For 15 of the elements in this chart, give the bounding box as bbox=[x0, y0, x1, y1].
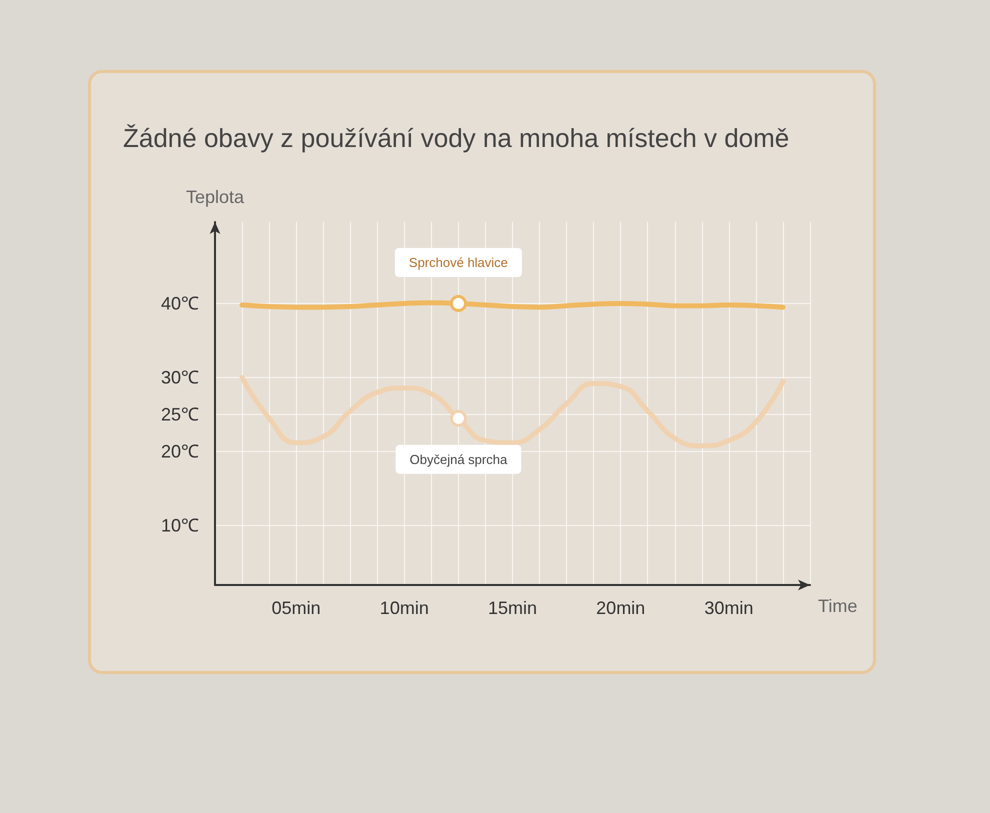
y-tick-label: 10℃ bbox=[160, 516, 199, 536]
x-axis-title: Time bbox=[818, 596, 858, 616]
y-tick-label: 20℃ bbox=[160, 442, 199, 462]
y-tick-label: 30℃ bbox=[160, 368, 199, 388]
x-tick-label: 20min bbox=[596, 598, 646, 618]
x-tick-label: 30min bbox=[704, 598, 754, 618]
x-tick-label: 05min bbox=[272, 598, 321, 618]
y-tick-label: 25℃ bbox=[160, 404, 199, 425]
y-axis-title: Teplota bbox=[186, 187, 246, 207]
y-tick-label: 40℃ bbox=[160, 293, 199, 314]
x-tick-label: 15min bbox=[488, 598, 538, 618]
series-label: Obyčejná sprcha bbox=[410, 452, 508, 467]
x-tick-label: 10min bbox=[380, 598, 429, 618]
text: Sprchové hlavice bbox=[408, 254, 508, 270]
chart-title: Žádné obavy z používání vody na mnoha místech v domě bbox=[123, 123, 790, 153]
